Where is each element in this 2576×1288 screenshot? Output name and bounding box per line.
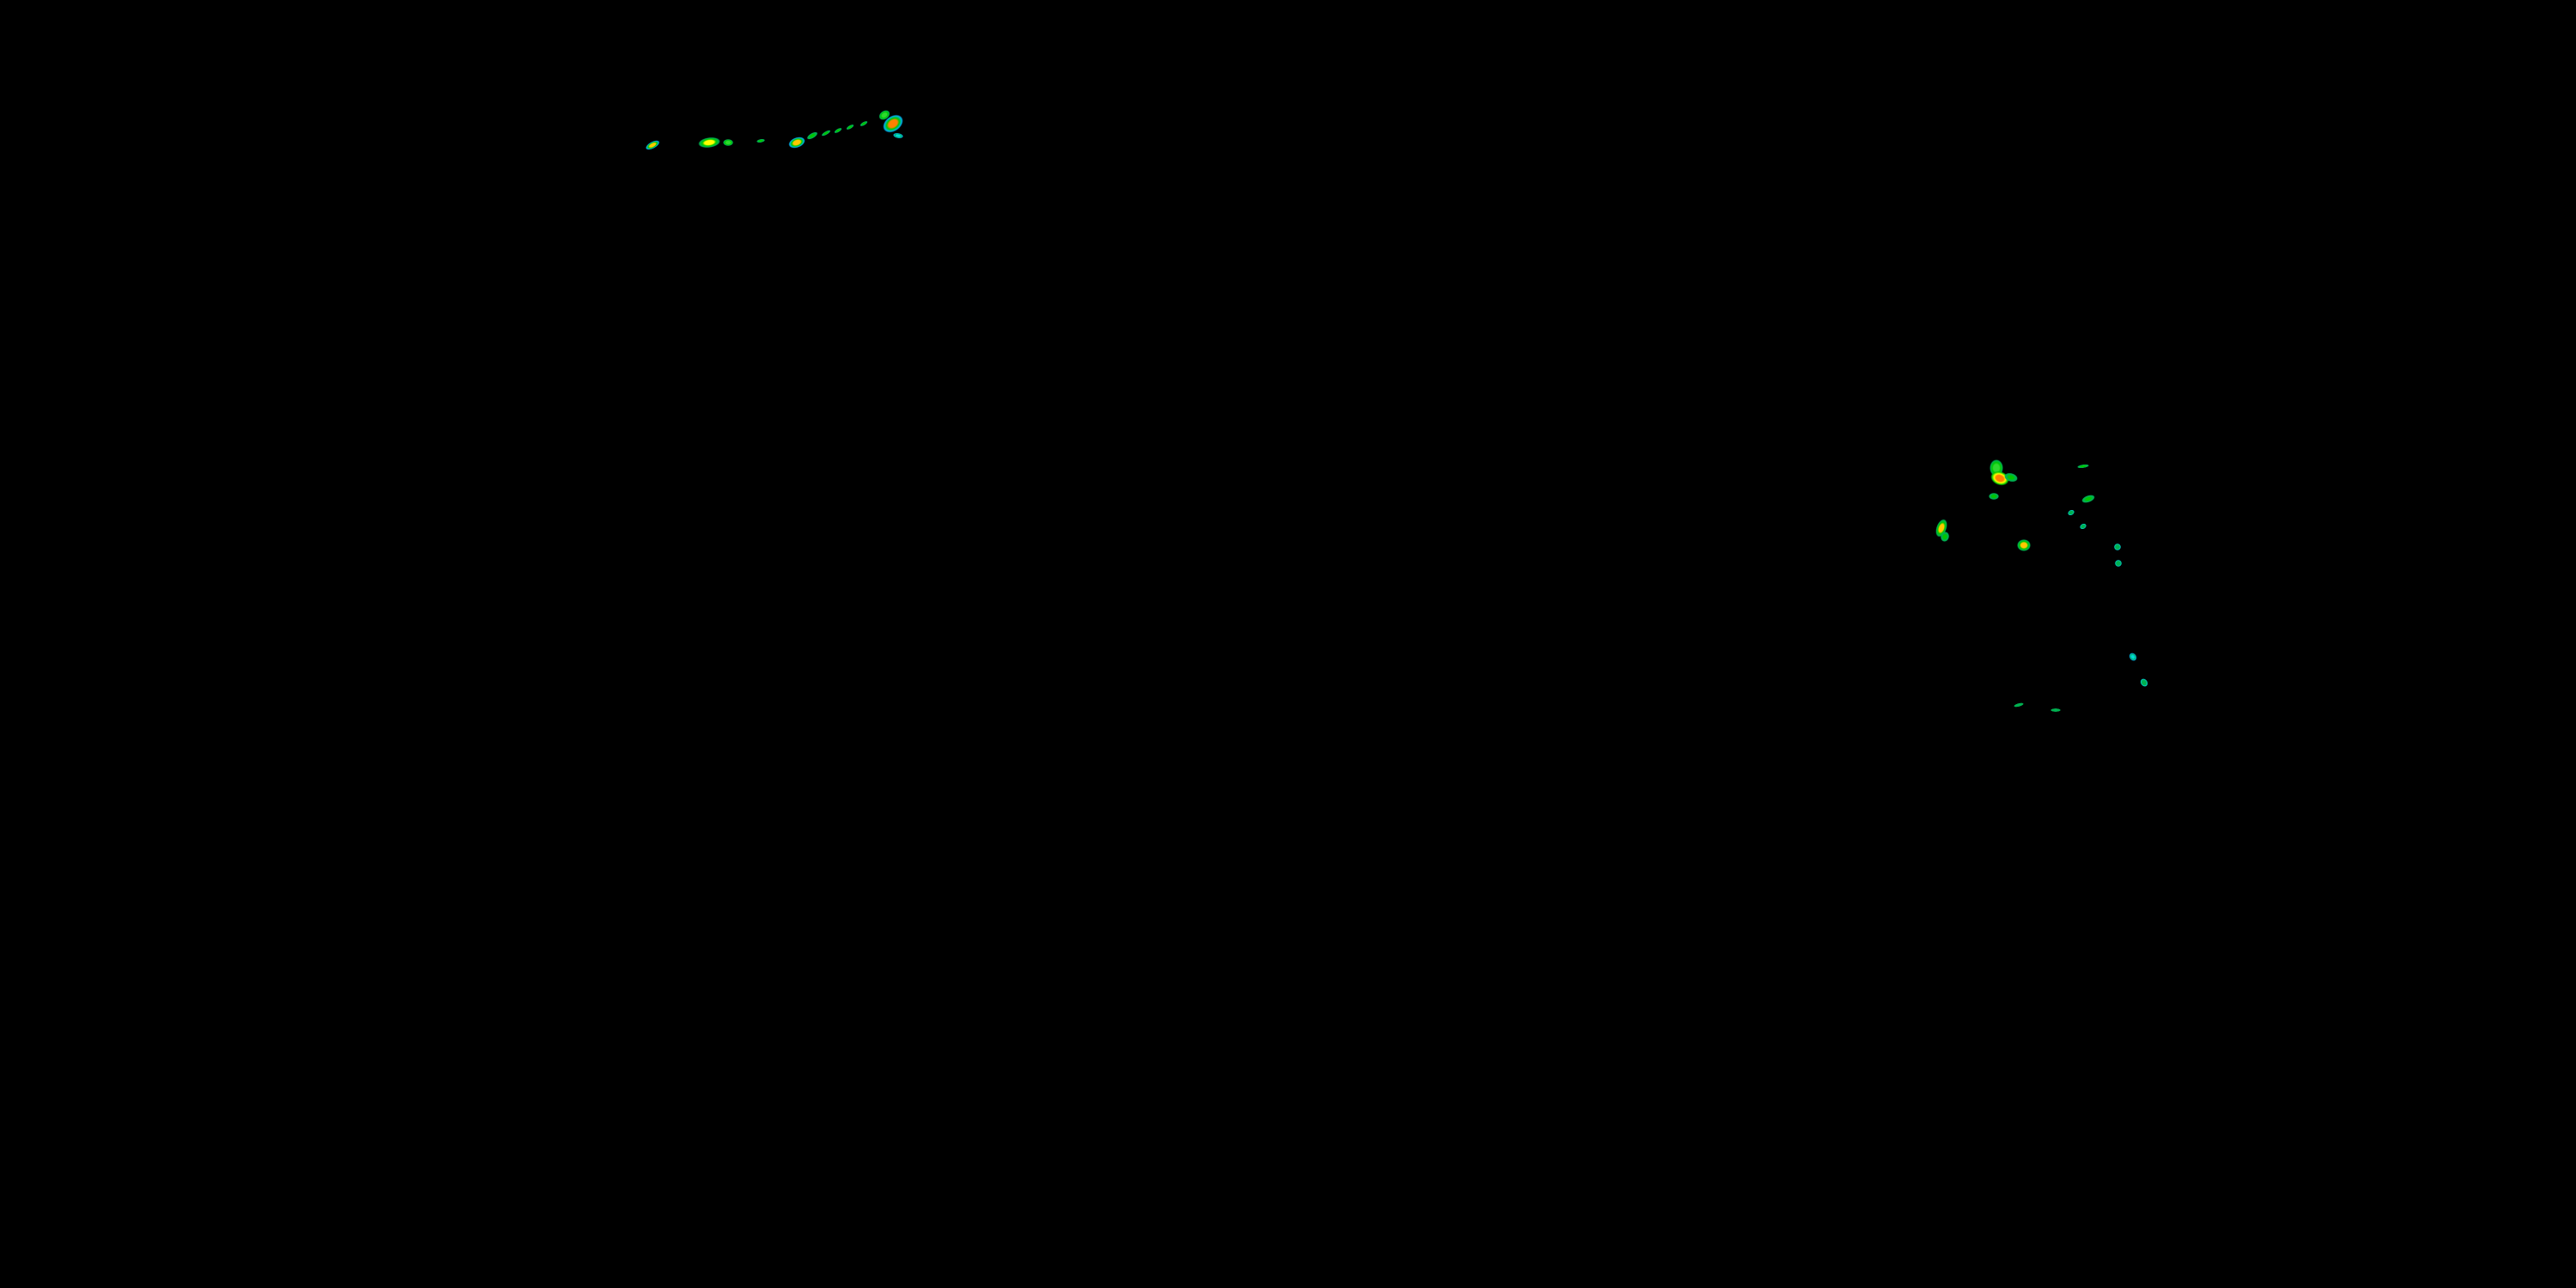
radar-echo-cell: [883, 114, 903, 133]
echo-cluster: [645, 110, 903, 150]
radar-echo-cell: [860, 120, 868, 127]
radar-echo-cell: [2050, 708, 2061, 712]
radar-echo-cell: [2081, 495, 2095, 503]
radar-echo-cell: [756, 138, 765, 143]
radar-echo-cell: [806, 131, 818, 140]
echo-cluster: [1935, 459, 2148, 712]
radar-echo-cell: [1940, 532, 1950, 542]
radar-echo-cell: [834, 127, 842, 134]
radar-echo-cell: [788, 137, 805, 149]
radar-echo-cell: [723, 139, 733, 146]
radar-echo-cell: [846, 124, 854, 131]
radar-echo-cell: [1935, 519, 1947, 538]
radar-echo-cell: [1990, 471, 2009, 486]
radar-echo-cell: [878, 110, 890, 120]
radar-echo-cell: [645, 140, 660, 150]
radar-echo-cell: [2014, 702, 2024, 708]
radar-echo-cell: [821, 130, 831, 137]
radar-echo-cell: [2114, 544, 2121, 550]
radar-echo-cell: [2068, 509, 2075, 516]
radar-echo-cell: [2129, 653, 2137, 661]
radar-echo-cell: [2077, 464, 2089, 469]
radar-echo-cell: [2080, 523, 2087, 530]
radar-echo-cell: [1990, 459, 2003, 477]
radar-echo-cell: [1989, 493, 1999, 500]
radar-echo-cell: [2017, 539, 2031, 551]
radar-echo-cell: [698, 137, 720, 149]
radar-echo-cell: [2140, 678, 2148, 687]
radar-echo-cell: [2115, 560, 2122, 567]
radar-echo-cell: [893, 132, 903, 139]
radar-echo-cell: [2004, 472, 2018, 483]
